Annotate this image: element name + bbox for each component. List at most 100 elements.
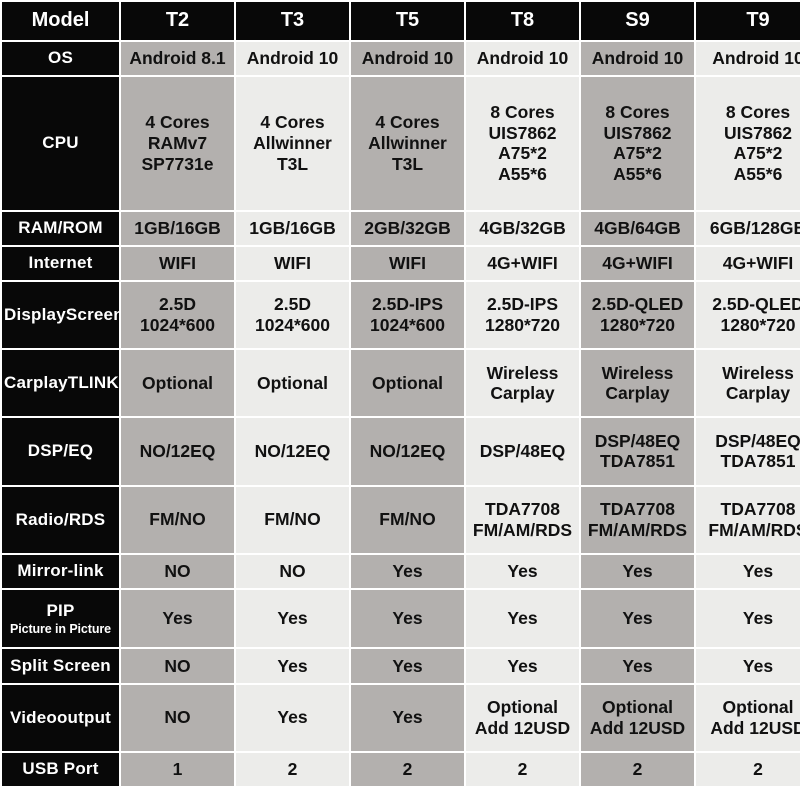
text-line: A55*6 <box>733 163 783 184</box>
row-label-radio-rds: Radio/RDS <box>2 486 119 553</box>
cell-carplay-tlink-t2: Optional <box>121 350 234 417</box>
text-line: 1280*720 <box>600 314 675 335</box>
cell-pip-t9: Yes <box>696 589 800 648</box>
cell-usb-port-t2: 1 <box>121 752 234 786</box>
cell-cpu-t3: 4 Cores Allwinner T3L <box>236 76 349 210</box>
text-line: Add 12USD <box>710 717 800 738</box>
cell-usb-port-t5: 2 <box>351 752 464 786</box>
cell-radio-rds-t9: TDA7708 FM/AM/RDS <box>696 486 800 553</box>
cell-radio-rds-t8: TDA7708 FM/AM/RDS <box>466 486 579 553</box>
cell-ram-rom-t3: 1GB/16GB <box>236 211 349 245</box>
cell-split-screen-t3: Yes <box>236 649 349 683</box>
cell-internet-t5: WIFI <box>351 246 464 280</box>
cell-carplay-tlink-t9: Wireless Carplay <box>696 350 800 417</box>
row-label-pip: PIP Picture in Picture <box>2 589 119 648</box>
cell-pip-t8: Yes <box>466 589 579 648</box>
row-label-sub-pip: Picture in Picture <box>9 621 111 636</box>
text-line: Wireless <box>722 362 794 383</box>
cell-os-s9: Android 10 <box>581 41 694 75</box>
cell-display-screen-t2: 2.5D 1024*600 <box>121 281 234 349</box>
cell-video-output-t9: Optional Add 12USD <box>696 684 800 751</box>
cell-mirror-link-t3: NO <box>236 554 349 588</box>
text-line: A75*2 <box>498 143 547 164</box>
text-line: A55*6 <box>613 163 662 184</box>
cell-ram-rom-t8: 4GB/32GB <box>466 211 579 245</box>
text-line: UIS7862 <box>603 122 672 143</box>
row-label-carplay-tlink: CarplayTLINK <box>2 350 119 417</box>
column-header-t2: T2 <box>121 2 234 40</box>
cell-dsp-eq-t8: DSP/48EQ <box>466 418 579 485</box>
table-row-dsp-eq: DSP/EQ NO/12EQ NO/12EQ NO/12EQ DSP/48EQ DSP/4… <box>2 418 800 485</box>
cell-cpu-t9: 8 Cores UIS7862 A75*2 A55*6 <box>696 76 800 210</box>
text-line: 2.5D <box>274 294 311 315</box>
cell-carplay-tlink-t8: Wireless Carplay <box>466 350 579 417</box>
table-row-split-screen: Split Screen NO Yes Yes Yes Yes Yes <box>2 649 800 683</box>
cell-dsp-eq-t5: NO/12EQ <box>351 418 464 485</box>
text-line: Add 12USD <box>589 717 686 738</box>
cell-mirror-link-t8: Yes <box>466 554 579 588</box>
cell-video-output-s9: Optional Add 12USD <box>581 684 694 751</box>
row-label-os: OS <box>2 41 119 75</box>
cell-internet-t8: 4G+WIFI <box>466 246 579 280</box>
cell-radio-rds-t5: FM/NO <box>351 486 464 553</box>
row-label-mirror-link: Mirror-link <box>2 554 119 588</box>
text-line: 4 Cores <box>260 112 325 133</box>
text-line: A75*2 <box>733 143 783 164</box>
text-line: Optional <box>487 697 558 718</box>
text-line: Carplay <box>605 383 670 404</box>
cell-internet-t3: WIFI <box>236 246 349 280</box>
cell-os-t2: Android 8.1 <box>121 41 234 75</box>
row-label-display-screen: DisplayScreen <box>2 281 119 349</box>
table-row-internet: Internet WIFI WIFI WIFI 4G+WIFI 4G+WIFI 4G+WIF… <box>2 246 800 280</box>
cell-display-screen-t3: 2.5D 1024*600 <box>236 281 349 349</box>
cell-display-screen-t5: 2.5D-IPS 1024*600 <box>351 281 464 349</box>
cell-cpu-t8: 8 Cores UIS7862 A75*2 A55*6 <box>466 76 579 210</box>
text-line: UIS7862 <box>488 122 557 143</box>
text-line: TDA7708 <box>720 499 796 520</box>
text-line: FM/AM/RDS <box>708 519 800 540</box>
cell-video-output-t5: Yes <box>351 684 464 751</box>
text-line: 1024*600 <box>255 314 330 335</box>
cell-video-output-t8: Optional Add 12USD <box>466 684 579 751</box>
text-line: Optional <box>722 697 794 718</box>
table-row-ram-rom: RAM/ROM 1GB/16GB 1GB/16GB 2GB/32GB 4GB/32GB 4… <box>2 211 800 245</box>
text-line: 1280*720 <box>485 314 560 335</box>
cell-dsp-eq-s9: DSP/48EQ TDA7851 <box>581 418 694 485</box>
cell-radio-rds-t2: FM/NO <box>121 486 234 553</box>
text-line: T3L <box>276 153 309 174</box>
text-line: Allwinner <box>368 132 447 153</box>
text-line: 4 Cores <box>145 112 210 133</box>
text-line: 8 Cores <box>490 101 555 122</box>
row-label-usb-port: USB Port <box>2 752 119 786</box>
table-row-cpu: CPU 4 Cores RAMv7 SP7731e 4 Cores Allwinner T3… <box>2 76 800 210</box>
cell-ram-rom-t9: 6GB/128GB <box>696 211 800 245</box>
cell-ram-rom-t5: 2GB/32GB <box>351 211 464 245</box>
text-line: FM/AM/RDS <box>472 519 573 540</box>
row-label-ram-rom: RAM/ROM <box>2 211 119 245</box>
text-line: A75*2 <box>613 143 662 164</box>
cell-os-t5: Android 10 <box>351 41 464 75</box>
text-line: FM/AM/RDS <box>587 519 688 540</box>
text-line: Carplay <box>725 383 791 404</box>
table-row-video-output: Videooutput NO Yes Yes Optional Add 12USD Opti… <box>2 684 800 751</box>
cell-usb-port-s9: 2 <box>581 752 694 786</box>
cell-mirror-link-t5: Yes <box>351 554 464 588</box>
text-line: 2.5D <box>159 294 196 315</box>
cell-video-output-t3: Yes <box>236 684 349 751</box>
cell-cpu-s9: 8 Cores UIS7862 A75*2 A55*6 <box>581 76 694 210</box>
table-header-row: Model T2 T3 T5 T8 S9 T9 <box>2 2 800 40</box>
text-line: Wireless <box>486 362 559 383</box>
text-line: DSP/48EQ <box>715 430 800 451</box>
cell-usb-port-t8: 2 <box>466 752 579 786</box>
table-row-mirror-link: Mirror-link NO NO Yes Yes Yes Yes <box>2 554 800 588</box>
cell-dsp-eq-t2: NO/12EQ <box>121 418 234 485</box>
column-header-t8: T8 <box>466 2 579 40</box>
cell-mirror-link-s9: Yes <box>581 554 694 588</box>
cell-radio-rds-t3: FM/NO <box>236 486 349 553</box>
text-line: 2.5D-IPS <box>487 294 558 315</box>
cell-video-output-t2: NO <box>121 684 234 751</box>
text-line: TDA7708 <box>485 499 560 520</box>
cell-pip-s9: Yes <box>581 589 694 648</box>
column-header-s9: S9 <box>581 2 694 40</box>
cell-carplay-tlink-t3: Optional <box>236 350 349 417</box>
